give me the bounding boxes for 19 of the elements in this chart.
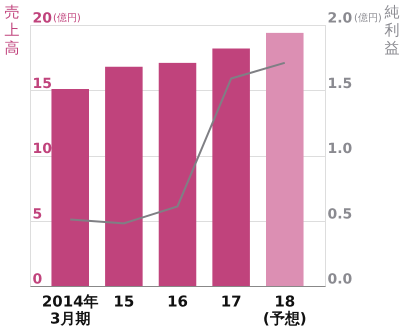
y2-tick-label: 1.0 — [328, 141, 353, 157]
text: (億円) — [53, 12, 81, 24]
y2-tick-label: 0.0 — [328, 272, 353, 288]
x-tick-label: 15 — [113, 292, 134, 310]
y2-tick-label: 1.5 — [328, 76, 352, 92]
x-tick-label: 17 — [220, 292, 242, 310]
y-tick-label: 0 — [32, 272, 42, 288]
x-tick-label: 16 — [167, 292, 188, 310]
y-tick-label: 5 — [32, 206, 42, 222]
y-tick-label: 15 — [32, 76, 52, 92]
y2-tick-label: 0.5 — [328, 206, 352, 222]
y-tick-label: 10 — [32, 141, 52, 157]
x-tick-label: 18 (予想) — [262, 292, 307, 328]
text: (億円) — [354, 12, 382, 24]
y2-tick-label: 2.0 — [328, 10, 353, 26]
y-tick-label: 20 — [32, 10, 52, 26]
y-axis-title: 売上高 — [4, 3, 20, 57]
x-tick-label: 2014年 3月期 — [42, 292, 99, 328]
y2-axis-title: 純利益 — [384, 3, 400, 57]
